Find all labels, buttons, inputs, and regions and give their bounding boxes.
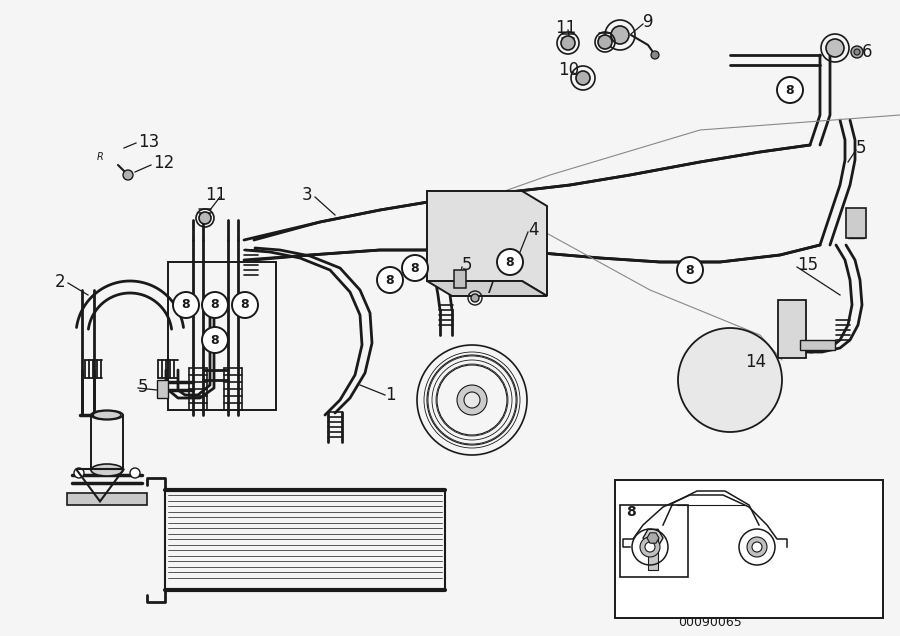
Text: 11: 11 [205,186,226,204]
Circle shape [173,292,199,318]
Circle shape [826,39,844,57]
Text: 6: 6 [862,43,872,61]
Bar [648,538,658,570]
Circle shape [678,328,782,432]
Bar [800,340,835,350]
Text: 1: 1 [385,386,396,404]
Bar [165,490,445,590]
Circle shape [497,249,523,275]
Text: 8: 8 [386,273,394,286]
Circle shape [640,537,660,557]
Text: 12: 12 [153,154,175,172]
Text: 10: 10 [558,61,579,79]
Ellipse shape [93,411,121,419]
Circle shape [645,542,655,552]
Text: 4: 4 [528,221,538,239]
Text: 8: 8 [211,333,220,347]
Bar [620,505,688,577]
Circle shape [471,294,479,302]
Text: R: R [96,152,104,162]
Circle shape [752,542,762,552]
Circle shape [747,537,767,557]
Polygon shape [643,529,663,547]
Text: 8: 8 [240,298,249,312]
Circle shape [777,77,803,103]
Text: 8: 8 [506,256,514,268]
Text: 2: 2 [55,273,66,291]
Bar [454,270,466,288]
Circle shape [74,468,84,478]
Ellipse shape [91,464,123,476]
Bar [615,480,883,618]
Circle shape [464,392,480,408]
Text: 8: 8 [211,298,220,312]
Circle shape [377,267,403,293]
Circle shape [576,71,590,85]
Text: 15: 15 [797,256,818,274]
Circle shape [716,366,744,394]
Text: 3: 3 [302,186,312,204]
Text: 11: 11 [555,19,576,37]
Polygon shape [427,281,547,296]
Circle shape [611,26,629,44]
Bar [778,300,806,358]
Circle shape [561,36,575,50]
Circle shape [702,352,758,408]
Text: 8: 8 [410,261,419,275]
Text: 00090065: 00090065 [678,616,742,628]
Text: 7: 7 [485,279,496,297]
Bar [67,493,147,505]
Text: 9: 9 [643,13,653,31]
Circle shape [199,212,211,224]
Circle shape [232,292,258,318]
Circle shape [677,257,703,283]
Circle shape [457,385,487,415]
Text: 8: 8 [786,83,795,97]
Circle shape [202,327,228,353]
Text: 8: 8 [626,505,635,519]
Circle shape [598,35,612,49]
Circle shape [123,170,133,180]
Text: 5: 5 [856,139,867,157]
Bar [157,380,168,398]
Bar [846,208,866,238]
Circle shape [688,338,772,422]
Text: 13: 13 [138,133,159,151]
Polygon shape [427,191,547,296]
Text: 5: 5 [138,378,148,396]
Circle shape [854,49,860,55]
Circle shape [402,255,428,281]
Text: 14: 14 [745,353,766,371]
Text: 8: 8 [182,298,190,312]
Circle shape [202,292,228,318]
Circle shape [651,51,659,59]
Bar [168,262,276,410]
Polygon shape [647,533,659,543]
Text: 8: 8 [686,263,694,277]
Circle shape [851,46,863,58]
Circle shape [130,468,140,478]
Text: 5: 5 [462,256,472,274]
